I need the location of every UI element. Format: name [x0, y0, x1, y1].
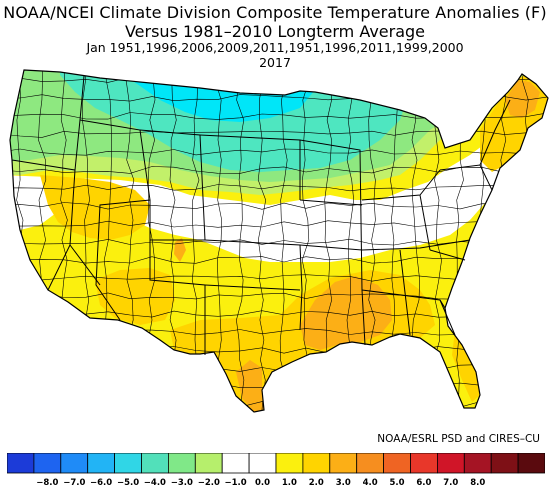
- division-line: [10, 220, 548, 228]
- map-title: NOAA/NCEI Climate Division Composite Tem…: [3, 3, 547, 22]
- color-scale-swatch: [302, 453, 331, 474]
- color-scale-swatch: [194, 453, 223, 474]
- color-scale-bar: [7, 453, 545, 474]
- map-subtitle: Versus 1981–2010 Longterm Average: [124, 22, 426, 41]
- division-line: [257, 70, 267, 412]
- data-credit: NOAA/ESRL PSD and CIRES–CU: [377, 433, 540, 445]
- color-scale-tick-label: −2.0: [197, 478, 220, 488]
- color-scale-swatch: [248, 453, 277, 474]
- division-line: [10, 148, 548, 156]
- warm-region-south-texas: [236, 360, 264, 412]
- color-scale-swatch: [436, 453, 465, 474]
- color-scale-swatch: [167, 453, 196, 474]
- warm-region-arizona: [95, 268, 175, 325]
- division-line: [279, 70, 288, 412]
- division-line: [543, 70, 548, 412]
- color-scale-swatch: [410, 453, 438, 474]
- color-scale-swatch: [60, 453, 89, 474]
- color-scale-tick-label: 1.0: [281, 478, 297, 488]
- color-scale-swatch: [87, 453, 115, 474]
- color-scale-swatch: [141, 453, 169, 474]
- color-scale-swatch: [33, 453, 62, 474]
- color-scale-tick-label: 3.0: [335, 478, 351, 488]
- color-scale-swatch: [490, 453, 519, 474]
- warm-region-florida: [452, 330, 480, 402]
- color-scale-tick-label: −4.0: [143, 478, 166, 488]
- color-scale-swatch: [463, 453, 492, 474]
- warm-region-west: [40, 175, 150, 240]
- color-scale-tick-label: 0.0: [254, 478, 271, 488]
- division-line: [478, 70, 486, 412]
- state-borders: [11, 75, 511, 355]
- near-normal-region: [10, 140, 500, 262]
- warm-region-lower-mississippi: [300, 276, 392, 350]
- color-scale-swatch: [275, 453, 304, 474]
- division-line: [10, 256, 548, 264]
- division-line: [10, 184, 548, 192]
- color-scale-tick-label: −8.0: [36, 478, 59, 488]
- color-scale-swatch: [7, 453, 35, 474]
- color-scale-tick-label: 6.0: [416, 478, 432, 488]
- color-scale-swatch: [356, 453, 385, 474]
- color-scale-swatch: [517, 453, 545, 474]
- color-scale-swatch: [221, 453, 250, 474]
- color-scale-tick-label: 2.0: [308, 478, 324, 488]
- color-scale-tick-label: 8.0: [470, 478, 486, 488]
- division-line: [10, 202, 548, 210]
- color-scale-swatch: [114, 453, 142, 474]
- us-climate-division-map: [9, 69, 549, 413]
- color-scale-tick-label: 5.0: [389, 478, 405, 488]
- color-scale-tick-label: 7.0: [443, 478, 459, 488]
- color-scale-swatch: [329, 453, 358, 474]
- target-year: 2017: [259, 55, 291, 70]
- us-outline: [9, 69, 549, 413]
- color-scale-tick-label: −1.0: [224, 478, 247, 488]
- warm-region-maine: [505, 80, 540, 118]
- color-scale-tick-label: 4.0: [362, 478, 378, 488]
- color-scale-tick-label: −7.0: [63, 478, 86, 488]
- color-scale-tick-label: −3.0: [170, 478, 193, 488]
- composite-years: Jan 1951,1996,2006,2009,2011,1951,1996,2…: [86, 40, 464, 55]
- color-scale-swatch: [383, 453, 411, 474]
- color-scale-tick-label: −6.0: [90, 478, 113, 488]
- color-scale-tick-label: −5.0: [117, 478, 140, 488]
